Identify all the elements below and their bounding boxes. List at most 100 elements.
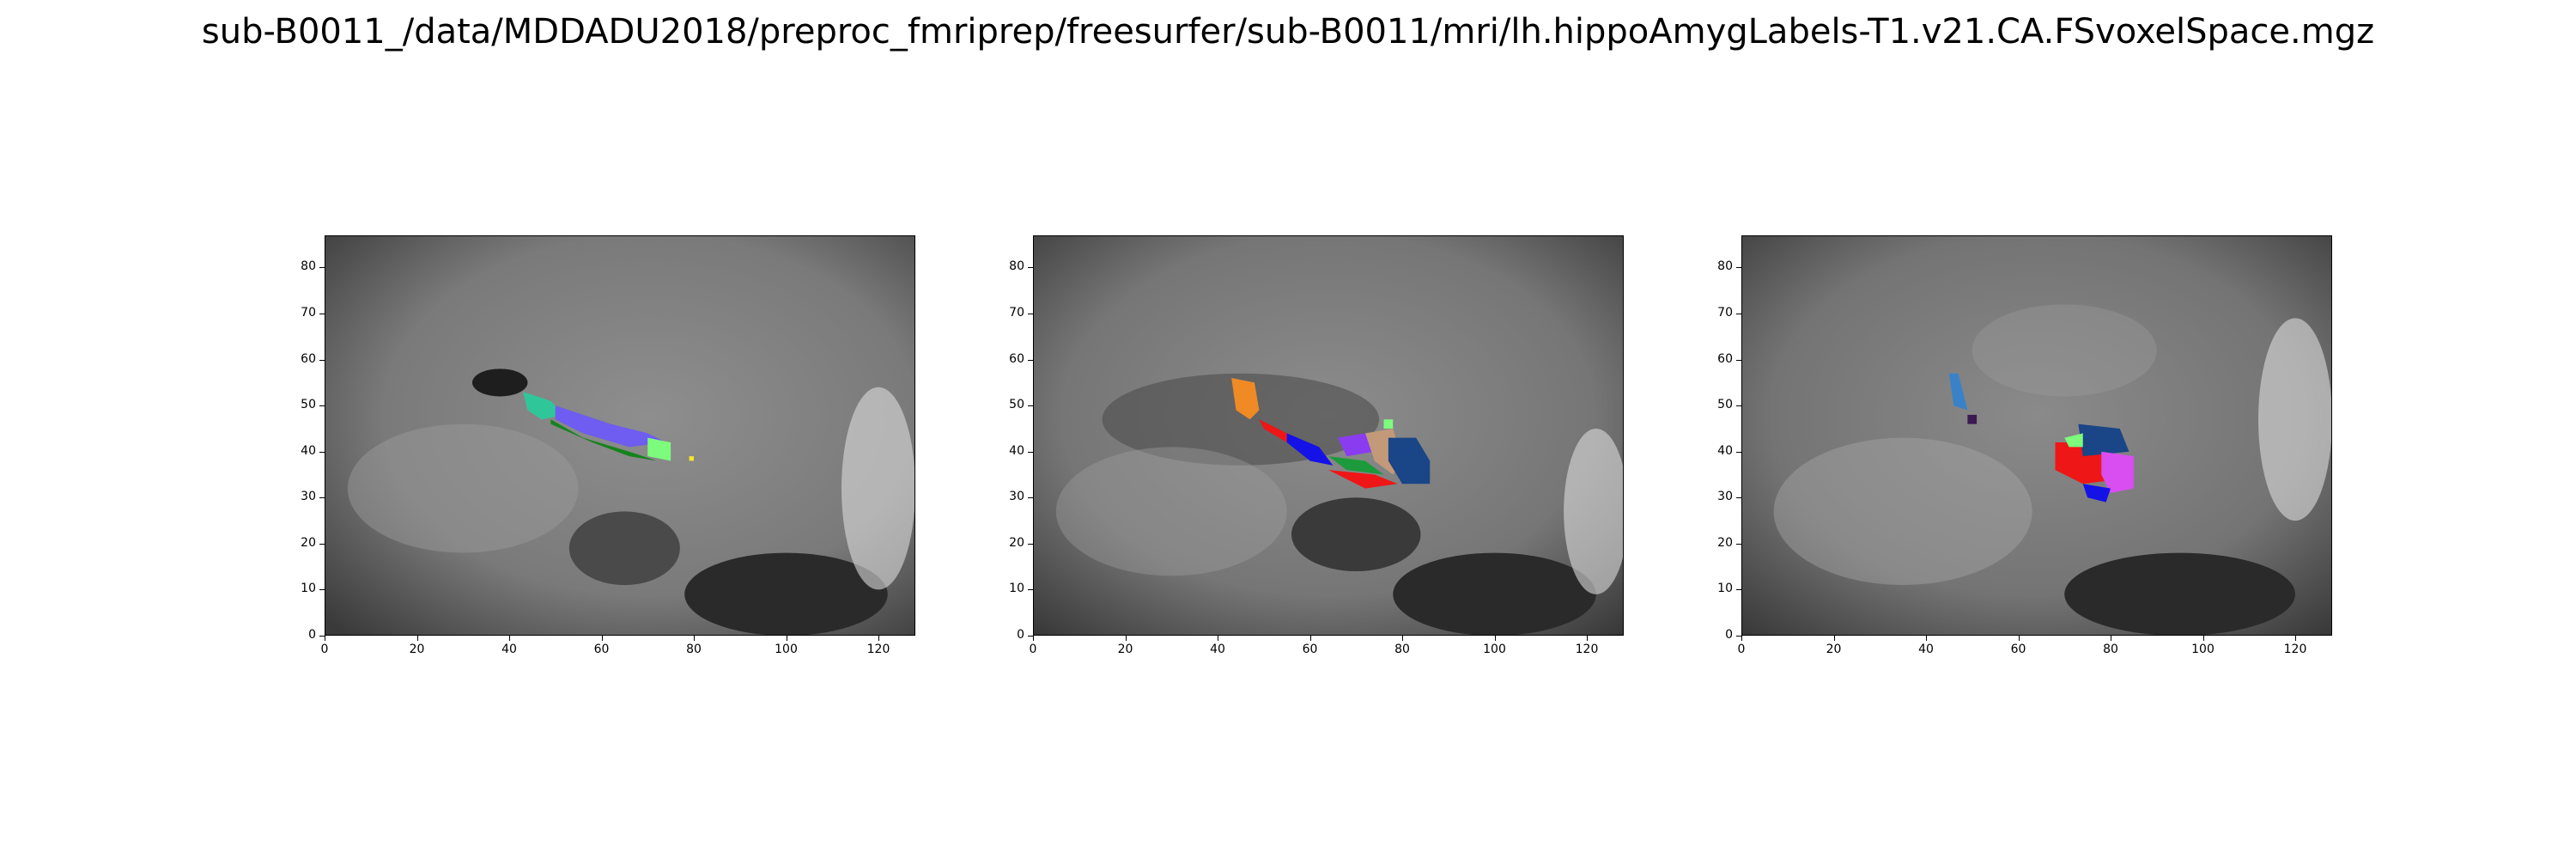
x-tick xyxy=(1125,636,1127,641)
segment-green xyxy=(1328,456,1384,475)
coronal-mri-image xyxy=(1033,235,1624,636)
segment-light-green xyxy=(2064,433,2083,448)
y-tick xyxy=(319,497,325,499)
y-tick xyxy=(1028,589,1033,591)
segment-blue xyxy=(2082,484,2111,503)
x-tick-label: 80 xyxy=(686,643,702,656)
x-tick xyxy=(416,636,418,641)
y-tick-label: 0 xyxy=(1725,628,1733,642)
x-tick xyxy=(509,636,510,641)
segment-steel-blue xyxy=(1948,373,1968,411)
segment-yellow-dot xyxy=(689,456,694,461)
y-tick xyxy=(319,359,325,361)
segment-dark-purple xyxy=(1967,414,1978,424)
x-tick xyxy=(1926,636,1927,641)
y-tick xyxy=(1736,543,1741,545)
y-tick xyxy=(1736,636,1741,637)
axial-mri-image xyxy=(1741,235,2332,636)
x-tick xyxy=(1494,636,1496,641)
y-tick-label: 40 xyxy=(1009,443,1024,458)
segment-navy xyxy=(1388,437,1431,484)
x-tick xyxy=(694,636,695,641)
y-tick xyxy=(1028,543,1033,545)
segment-red-upper xyxy=(1259,419,1287,443)
y-tick-label: 60 xyxy=(1717,351,1733,366)
y-tick-label: 50 xyxy=(1009,398,1024,412)
x-tick xyxy=(1587,636,1588,641)
x-tick xyxy=(2295,636,2296,641)
y-tick-label: 0 xyxy=(308,628,316,642)
x-tick xyxy=(2018,636,2020,641)
x-tick-label: 100 xyxy=(1483,643,1506,656)
sagittal-view-panel: 0 20 40 60 80 100 120 0 10 20 30 40 50 60 70 80 xyxy=(301,235,915,656)
y-tick-label: 70 xyxy=(301,306,316,320)
segment-purple xyxy=(1337,433,1375,457)
segment-red-lower xyxy=(1328,470,1398,489)
y-tick-label: 20 xyxy=(301,535,316,550)
x-tick xyxy=(1309,636,1311,641)
x-tick-label: 20 xyxy=(1117,643,1133,656)
y-tick-label: 10 xyxy=(301,582,316,596)
segment-teal xyxy=(523,392,565,420)
y-tick xyxy=(1028,405,1033,407)
x-tick-label: 100 xyxy=(2191,643,2215,656)
y-tick xyxy=(1736,405,1741,407)
y-tick xyxy=(1028,636,1033,637)
y-tick-label: 50 xyxy=(301,398,316,412)
y-tick xyxy=(319,636,325,637)
y-tick xyxy=(1736,497,1741,499)
x-tick-label: 60 xyxy=(593,643,610,656)
x-tick-label: 120 xyxy=(1575,643,1599,656)
sagittal-mri-image xyxy=(325,235,915,636)
segment-blue xyxy=(1286,433,1334,466)
y-tick xyxy=(1028,359,1033,361)
coronal-view-panel: 0 20 40 60 80 100 120 0 10 20 30 40 50 60 70 80 xyxy=(1009,235,1624,656)
x-tick xyxy=(601,636,603,641)
segment-orange xyxy=(1231,378,1260,420)
segment-blue-violet xyxy=(555,405,666,448)
y-tick xyxy=(1028,267,1033,269)
y-tick-label: 30 xyxy=(1009,490,1024,504)
y-tick-label: 60 xyxy=(301,351,316,366)
x-tick-label: 60 xyxy=(1302,643,1318,656)
x-tick xyxy=(1402,636,1403,641)
x-tick-label: 0 xyxy=(1737,643,1746,656)
x-tick xyxy=(2202,636,2204,641)
y-tick-label: 70 xyxy=(1009,306,1024,320)
x-tick-label: 80 xyxy=(1394,643,1410,656)
y-tick-label: 70 xyxy=(1717,306,1733,320)
y-tick-label: 0 xyxy=(1017,628,1024,642)
y-tick xyxy=(319,405,325,407)
x-tick-label: 20 xyxy=(409,643,425,656)
y-tick-label: 10 xyxy=(1009,582,1024,596)
x-tick-label: 120 xyxy=(866,643,890,656)
x-tick-label: 40 xyxy=(1918,643,1934,656)
figure-title: sub-B0011_/data/MDDADU2018/preproc_fmrip… xyxy=(201,12,2375,52)
y-tick xyxy=(319,267,325,269)
y-tick-label: 30 xyxy=(301,490,316,504)
x-tick-label: 120 xyxy=(2283,643,2307,656)
y-tick xyxy=(319,451,325,453)
segment-navy xyxy=(2078,423,2129,457)
y-tick-label: 80 xyxy=(301,259,316,274)
y-tick-label: 80 xyxy=(1717,259,1733,274)
x-tick xyxy=(1833,636,1835,641)
y-tick xyxy=(319,543,325,545)
x-tick-label: 60 xyxy=(2010,643,2026,656)
x-tick-label: 40 xyxy=(1210,643,1225,656)
y-tick-label: 20 xyxy=(1717,535,1733,550)
x-tick-label: 0 xyxy=(1029,643,1037,656)
y-tick xyxy=(1736,267,1741,269)
y-tick-label: 50 xyxy=(1717,398,1733,412)
y-tick xyxy=(1028,451,1033,453)
x-tick-label: 0 xyxy=(320,643,329,656)
y-tick xyxy=(1736,589,1741,591)
x-tick xyxy=(878,636,879,641)
y-tick xyxy=(1028,497,1033,499)
segment-light-green xyxy=(1383,419,1394,429)
axial-view-panel: 0 20 40 60 80 100 120 0 10 20 30 40 50 60 70 80 xyxy=(1717,235,2332,656)
x-tick-label: 80 xyxy=(2103,643,2118,656)
segment-magenta xyxy=(2101,451,2134,493)
y-tick-label: 10 xyxy=(1717,582,1733,596)
y-tick-label: 20 xyxy=(1009,535,1024,550)
